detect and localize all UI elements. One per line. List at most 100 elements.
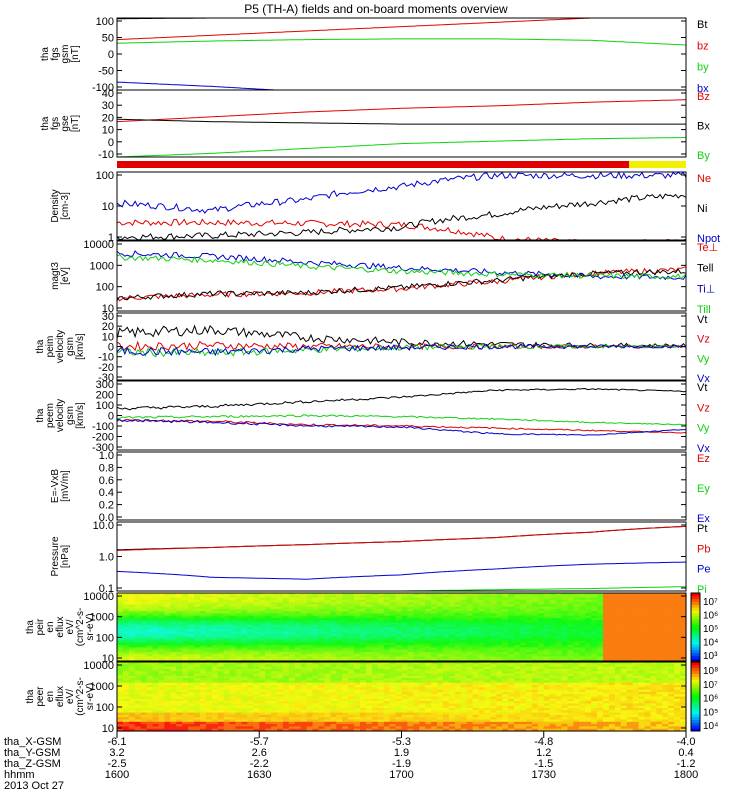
panel-2	[117, 161, 686, 168]
legend-entry: Tell	[697, 263, 714, 275]
legend-entry: bz	[697, 40, 709, 52]
panel-frame	[117, 90, 686, 157]
legend-entry: Ez	[697, 453, 710, 465]
legend-entry: Vt	[697, 382, 707, 394]
series-line-Pi	[117, 587, 686, 591]
y-axis-label: E=-VxB[mV/m]	[50, 469, 71, 504]
y-axis-label: Density[cm-3]	[50, 189, 71, 222]
colorbar-step	[691, 641, 700, 644]
y-axis-label: thapeirenefluxeV/(cm^2-s-sr-eV)	[25, 608, 96, 647]
colorbar-step	[691, 624, 700, 627]
state-bar-segment	[629, 161, 686, 168]
spectrogram	[117, 593, 687, 662]
y-axis-label-line: [mV/m]	[60, 470, 71, 502]
series-line-Bz	[117, 100, 686, 122]
legend-entry: Pb	[697, 543, 710, 555]
colorbar-step	[691, 633, 700, 636]
panel-frame	[117, 522, 686, 591]
series-line-Pb	[117, 526, 686, 550]
y-tick-label: 10	[102, 125, 114, 137]
y-tick-label: 0	[108, 137, 114, 149]
y-axis-label: thapeimvelocitygsm[km/s]	[35, 330, 86, 363]
y-axis-label-line: [eV]	[60, 267, 71, 285]
legend-entry: Bx	[697, 121, 710, 133]
legend-entry: Ne	[697, 173, 711, 185]
series-line-Pt	[117, 526, 686, 550]
legend-entry: Ey	[697, 483, 710, 495]
y-tick-label: 1000	[90, 260, 114, 272]
panel-6: 3002001000-100-200-300thapeemvelocitygsm…	[35, 379, 710, 455]
y-tick-label: 10000	[83, 239, 114, 251]
y-axis-label-line: [nT]	[70, 115, 81, 132]
panel-frame	[117, 241, 686, 311]
series-line-bz	[117, 18, 686, 40]
panel-9: 10⁷10⁶10⁵10⁴10³10000100010010thapeirenef…	[25, 591, 718, 665]
y-tick-label: 100	[96, 16, 114, 28]
panel-frame	[117, 452, 686, 520]
legend-entry: Bt	[697, 19, 707, 31]
y-tick-label: 1.0	[99, 450, 114, 462]
y-tick-label: 1.0	[99, 552, 114, 564]
panel-frame	[117, 381, 686, 450]
series-line-Bx	[117, 119, 686, 124]
y-tick-label: 10	[102, 201, 114, 213]
legend-entry: Pe	[697, 564, 710, 576]
colorbar-tick-label: 10⁴	[703, 638, 718, 649]
y-axis-label: thapeemvelocitygsm[km/s]	[35, 399, 86, 432]
y-axis-label-line: sr-eV)	[85, 613, 96, 640]
y-tick-label: 0.8	[99, 462, 114, 474]
series-line-Vx	[117, 420, 686, 436]
legend-entry: by	[697, 62, 709, 74]
colorbar-step	[691, 599, 700, 602]
legend-entry: Vy	[697, 423, 710, 435]
y-axis-label-line: [cm-3]	[60, 192, 71, 220]
y-tick-label: 0.6	[99, 475, 114, 487]
state-bar-segment	[117, 161, 629, 168]
legend-entry: By	[697, 150, 710, 162]
series-line-Vy	[117, 415, 686, 425]
y-axis-label: thafgsgsm[nT]	[40, 45, 81, 64]
series-line-Vt	[117, 389, 686, 410]
y-tick-label: 100	[96, 170, 114, 182]
series-line-Vz	[117, 419, 686, 433]
y-tick-label: 0.4	[99, 487, 114, 499]
legend-entry: Pt	[697, 523, 707, 535]
y-axis-label: thafgsgse[nT]	[40, 115, 81, 132]
y-axis-label-line: [km/s]	[75, 402, 86, 429]
y-axis-label-line: [nPa]	[60, 545, 71, 569]
legend-entry: Vt	[697, 314, 707, 326]
legend-entry: Te⊥	[697, 242, 718, 254]
y-tick-label: 0.2	[99, 500, 114, 512]
series-line-Ti⊥	[117, 251, 686, 279]
spectrogram	[117, 662, 687, 732]
y-tick-label: 30	[102, 100, 114, 112]
colorbar-tick-label: 10³	[703, 651, 718, 662]
colorbar-step	[691, 607, 700, 610]
y-axis-label: magt3[eV]	[50, 262, 71, 290]
y-tick-label: 50	[102, 33, 114, 45]
y-axis-label-line: [km/s]	[75, 333, 86, 360]
series-line-Ni	[117, 194, 686, 240]
y-axis-label-line: [nT]	[70, 45, 81, 62]
colorbar-step	[691, 650, 700, 653]
y-tick-label: 20	[102, 112, 114, 124]
colorbar-tick-label: 10⁶	[703, 611, 718, 622]
chart-title: P5 (TH-A) fields and on-board moments ov…	[244, 2, 508, 16]
legend-entry: Vy	[697, 353, 710, 365]
colorbar-tick-label: 10⁷	[703, 597, 718, 608]
y-tick-label: 40	[102, 88, 114, 100]
legend-entry: Vz	[697, 402, 710, 414]
panel-frame	[117, 172, 686, 240]
legend-entry: Vz	[697, 334, 710, 346]
legend-entry: Bz	[697, 91, 710, 103]
series-line-Pe	[117, 562, 686, 579]
y-tick-label: 10000	[83, 591, 114, 603]
y-tick-label: 0	[108, 49, 114, 61]
